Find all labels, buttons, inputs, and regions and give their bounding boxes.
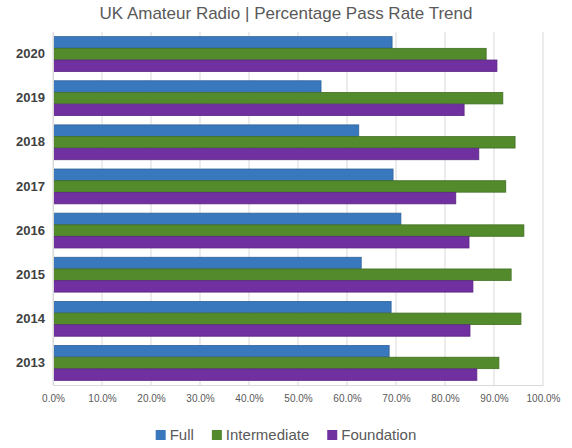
axis-line xyxy=(53,33,54,386)
bar xyxy=(53,213,401,224)
tick-label: 2016 xyxy=(16,223,45,238)
bar xyxy=(53,181,506,192)
bar xyxy=(53,37,392,48)
legend: Full Intermediate Foundation xyxy=(156,426,417,443)
tick: 70.0% xyxy=(382,385,410,404)
tick: 2014 xyxy=(16,311,53,326)
bars xyxy=(53,37,524,381)
tick: 2019 xyxy=(16,90,53,105)
tick-label: 2013 xyxy=(16,355,45,370)
tick: 100.0% xyxy=(527,385,561,404)
tick-label: 80.0% xyxy=(431,393,459,404)
tick: 50.0% xyxy=(284,385,312,404)
bar xyxy=(53,313,521,324)
plot: 0.0% 10.0% 20.0% 30.0% 40.0% 50.0% 60.0% 70.0% 8… xyxy=(16,32,560,404)
grid xyxy=(53,32,543,385)
bar xyxy=(53,48,486,59)
tick: 2015 xyxy=(16,267,53,282)
tick-label: 70.0% xyxy=(382,393,410,404)
tick: 40.0% xyxy=(235,385,263,404)
tick-label: 20.0% xyxy=(137,393,165,404)
tick-label: 2020 xyxy=(16,46,45,61)
bar xyxy=(53,148,479,159)
tick: 2020 xyxy=(16,46,53,61)
bar xyxy=(53,325,470,336)
bar xyxy=(53,192,456,203)
bar xyxy=(53,257,361,268)
legend-label: Foundation xyxy=(341,426,416,443)
tick: 80.0% xyxy=(431,385,459,404)
tick: 20.0% xyxy=(137,385,165,404)
tick-label: 2015 xyxy=(16,267,45,282)
bar xyxy=(53,125,359,136)
tick-label: 50.0% xyxy=(284,393,312,404)
tick-label: 100.0% xyxy=(527,393,561,404)
chart: UK Amateur Radio | Percentage Pass Rate … xyxy=(0,0,572,448)
bar xyxy=(53,357,499,368)
bar xyxy=(53,137,515,148)
tick: 10.0% xyxy=(88,385,116,404)
grid-line xyxy=(494,32,495,385)
bar xyxy=(53,92,503,103)
bar xyxy=(53,60,497,71)
tick: 2017 xyxy=(16,179,53,194)
tick-label: 2019 xyxy=(16,90,45,105)
tick-label: 0.0% xyxy=(42,393,65,404)
tick-label: 2017 xyxy=(16,179,45,194)
legend-label: Intermediate xyxy=(226,426,309,443)
legend-item: Intermediate xyxy=(212,426,309,443)
grid-line xyxy=(53,32,54,385)
legend-item: Foundation xyxy=(327,426,416,443)
tick-label: 2018 xyxy=(16,134,45,149)
bar xyxy=(53,225,524,236)
bar xyxy=(53,346,389,357)
bar xyxy=(53,169,393,180)
legend-swatch xyxy=(327,430,337,440)
tick-label: 40.0% xyxy=(235,393,263,404)
tick: 60.0% xyxy=(333,385,361,404)
tick-label: 30.0% xyxy=(186,393,214,404)
bar xyxy=(53,281,473,292)
tick: 2016 xyxy=(16,223,53,238)
legend-label: Full xyxy=(170,426,194,443)
bar xyxy=(53,301,391,312)
bar xyxy=(53,237,469,248)
tick: 30.0% xyxy=(186,385,214,404)
bar xyxy=(53,269,511,280)
tick: 0.0% xyxy=(42,385,65,404)
tick-label: 90.0% xyxy=(480,393,508,404)
grid-line xyxy=(543,32,544,385)
y-axis: 2013 2014 2015 2016 2017 2018 2019 2020 xyxy=(16,33,53,386)
title: UK Amateur Radio | Percentage Pass Rate … xyxy=(100,4,473,23)
axis-line xyxy=(54,385,544,386)
bar xyxy=(53,104,464,115)
x-axis: 0.0% 10.0% 20.0% 30.0% 40.0% 50.0% 60.0% 70.0% 8… xyxy=(42,385,560,404)
tick: 2018 xyxy=(16,134,53,149)
legend-item: Full xyxy=(156,426,194,443)
bar xyxy=(53,81,321,92)
tick-label: 2014 xyxy=(16,311,46,326)
tick-label: 60.0% xyxy=(333,393,361,404)
legend-swatch xyxy=(156,430,166,440)
legend-swatch xyxy=(212,430,222,440)
tick: 2013 xyxy=(16,355,53,370)
bar xyxy=(53,369,477,380)
tick: 90.0% xyxy=(480,385,508,404)
tick-label: 10.0% xyxy=(88,393,116,404)
